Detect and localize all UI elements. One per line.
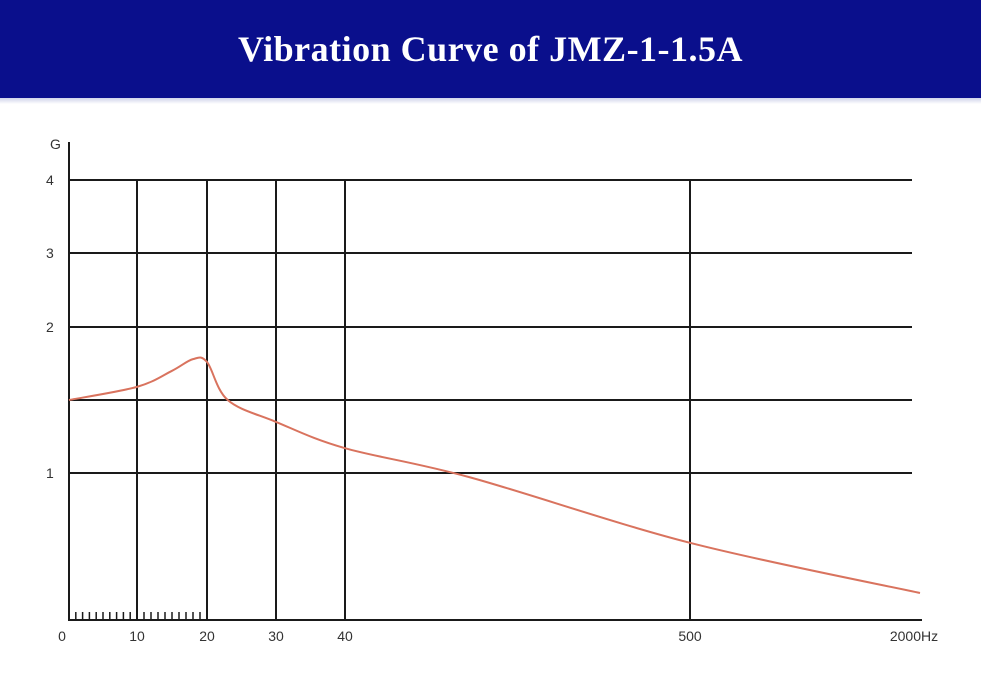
x-tick-label: 500 [678, 628, 702, 644]
x-tick-label: 40 [337, 628, 353, 644]
x-tick-label: 30 [268, 628, 284, 644]
x-tick-label: 2000Hz [890, 628, 938, 644]
x-tick-label: 10 [129, 628, 145, 644]
y-tick-labels: 1 2 3 4 [46, 172, 54, 481]
minor-ticks [75, 612, 201, 620]
y-tick-label: 3 [46, 245, 54, 261]
chart-axes [68, 142, 922, 621]
title-banner: Vibration Curve of JMZ-1-1.5A [0, 0, 981, 98]
y-tick-label: 2 [46, 319, 54, 335]
x-tick-label: 0 [58, 628, 66, 644]
banner-shadow [0, 98, 981, 104]
vibration-curve [68, 356, 921, 594]
y-axis-label: G [50, 136, 61, 152]
y-tick-label: 4 [46, 172, 54, 188]
x-tick-label: 20 [199, 628, 215, 644]
x-tick-labels: 0 10 20 30 40 500 2000Hz [58, 628, 938, 644]
chart-title: Vibration Curve of JMZ-1-1.5A [237, 29, 744, 69]
chart-grid [69, 179, 912, 620]
y-tick-label: 1 [46, 465, 54, 481]
